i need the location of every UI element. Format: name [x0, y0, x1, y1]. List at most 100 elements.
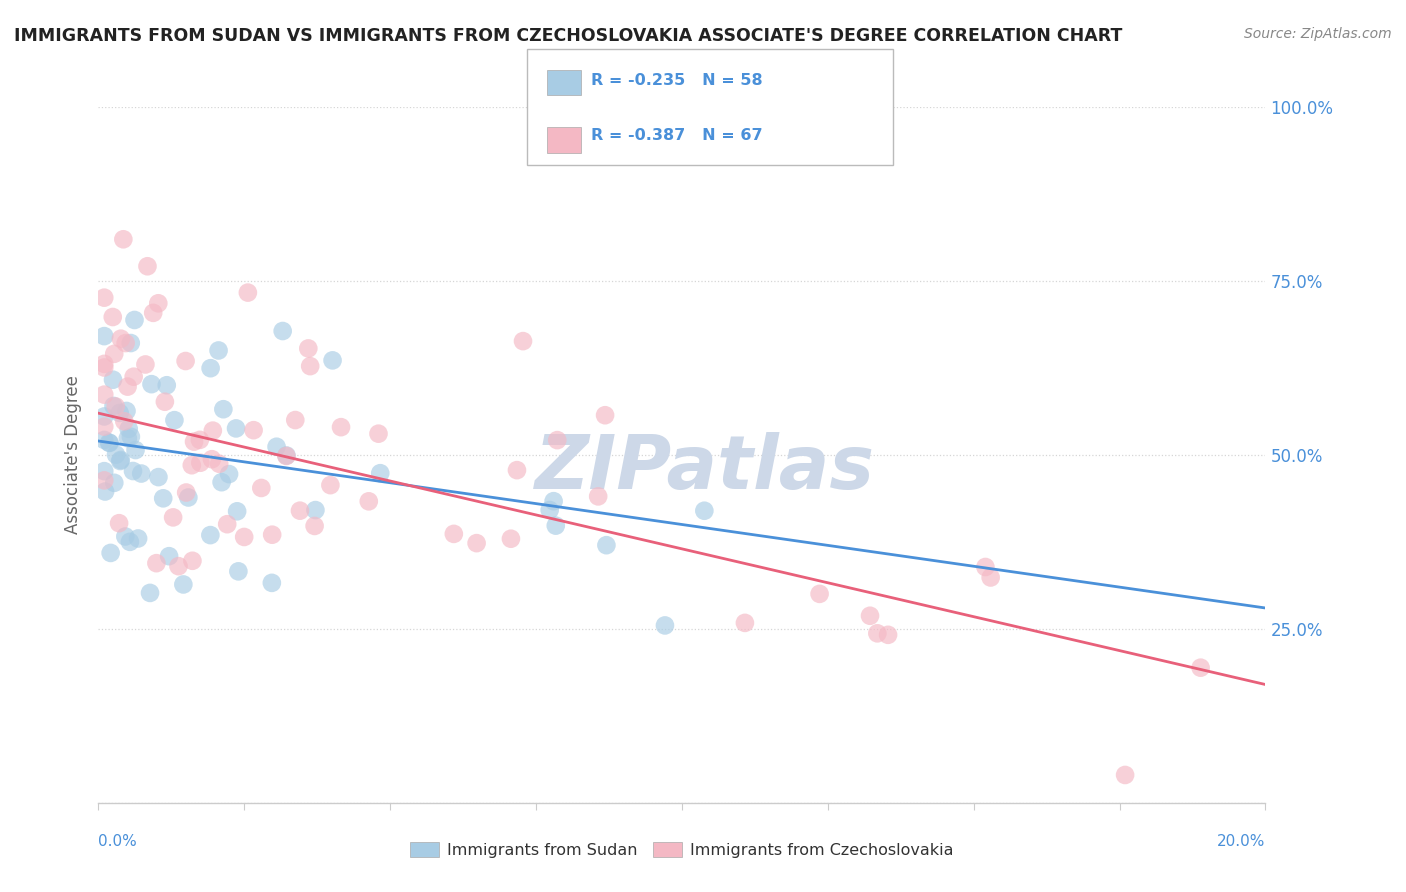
- Text: ZIPatlas: ZIPatlas: [536, 433, 876, 506]
- Point: [877, 628, 900, 642]
- Point: [93, 433, 115, 447]
- Point: [115, 404, 138, 418]
- Point: [980, 570, 1002, 584]
- Point: [93, 474, 115, 488]
- Point: [974, 560, 997, 574]
- Point: [98, 436, 121, 450]
- Point: [217, 517, 239, 532]
- Point: [859, 608, 882, 623]
- Point: [98, 435, 121, 450]
- Point: [242, 423, 264, 437]
- Text: IMMIGRANTS FROM SUDAN VS IMMIGRANTS FROM CZECHOSLOVAKIA ASSOCIATE'S DEGREE CORRE: IMMIGRANTS FROM SUDAN VS IMMIGRANTS FROM…: [14, 27, 1122, 45]
- Point: [183, 434, 205, 449]
- Point: [134, 358, 156, 372]
- Point: [100, 546, 122, 560]
- Point: [808, 587, 831, 601]
- Point: [201, 452, 224, 467]
- Point: [114, 529, 136, 543]
- Point: [586, 489, 609, 503]
- Point: [288, 504, 311, 518]
- Point: [593, 408, 616, 422]
- Legend: Immigrants from Sudan, Immigrants from Czechoslovakia: Immigrants from Sudan, Immigrants from C…: [404, 836, 960, 864]
- Point: [208, 457, 231, 471]
- Point: [112, 232, 135, 246]
- Point: [297, 342, 319, 356]
- Point: [368, 466, 391, 480]
- Point: [357, 494, 380, 508]
- Text: R = -0.387   N = 67: R = -0.387 N = 67: [591, 128, 762, 143]
- Point: [181, 554, 204, 568]
- Point: [110, 453, 132, 467]
- Point: [538, 503, 561, 517]
- Point: [225, 421, 247, 435]
- Point: [226, 504, 249, 518]
- Point: [174, 354, 197, 368]
- Point: [148, 470, 170, 484]
- Point: [271, 324, 294, 338]
- Point: [443, 527, 465, 541]
- Point: [262, 527, 284, 541]
- Point: [104, 400, 127, 414]
- Point: [188, 433, 211, 447]
- Point: [117, 379, 139, 393]
- Point: [93, 329, 115, 343]
- Point: [117, 431, 139, 445]
- Point: [110, 332, 132, 346]
- Point: [108, 454, 131, 468]
- Point: [93, 360, 115, 375]
- Point: [250, 481, 273, 495]
- Point: [304, 503, 326, 517]
- Point: [163, 413, 186, 427]
- Point: [172, 577, 194, 591]
- Text: Source: ZipAtlas.com: Source: ZipAtlas.com: [1244, 27, 1392, 41]
- Point: [543, 494, 565, 508]
- Point: [546, 433, 568, 447]
- Point: [734, 615, 756, 630]
- Point: [167, 559, 190, 574]
- Point: [118, 534, 141, 549]
- Point: [93, 291, 115, 305]
- Point: [233, 530, 256, 544]
- Text: 0.0%: 0.0%: [98, 834, 138, 849]
- Point: [103, 475, 125, 490]
- Point: [266, 440, 288, 454]
- Point: [112, 414, 135, 428]
- Point: [129, 467, 152, 481]
- Point: [866, 626, 889, 640]
- Point: [544, 518, 567, 533]
- Point: [506, 463, 529, 477]
- Point: [122, 464, 145, 478]
- Point: [276, 449, 298, 463]
- Point: [103, 347, 125, 361]
- Point: [177, 491, 200, 505]
- Point: [211, 475, 233, 490]
- Point: [330, 420, 353, 434]
- Point: [284, 413, 307, 427]
- Point: [108, 406, 131, 420]
- Point: [212, 402, 235, 417]
- Point: [93, 419, 115, 434]
- Point: [93, 357, 115, 371]
- Point: [465, 536, 488, 550]
- Point: [93, 464, 115, 478]
- Point: [207, 343, 229, 358]
- Point: [367, 426, 389, 441]
- Point: [1114, 768, 1136, 782]
- Point: [124, 443, 146, 458]
- Text: R = -0.235   N = 58: R = -0.235 N = 58: [591, 73, 762, 87]
- Point: [188, 456, 211, 470]
- Point: [200, 528, 222, 542]
- Point: [101, 310, 124, 324]
- Y-axis label: Associate's Degree: Associate's Degree: [65, 376, 83, 534]
- Point: [218, 467, 240, 481]
- Point: [174, 485, 197, 500]
- Point: [118, 422, 141, 436]
- Point: [201, 424, 224, 438]
- Point: [114, 336, 136, 351]
- Point: [499, 532, 522, 546]
- Point: [319, 478, 342, 492]
- Point: [162, 510, 184, 524]
- Point: [236, 285, 259, 300]
- Point: [512, 334, 534, 348]
- Point: [260, 575, 283, 590]
